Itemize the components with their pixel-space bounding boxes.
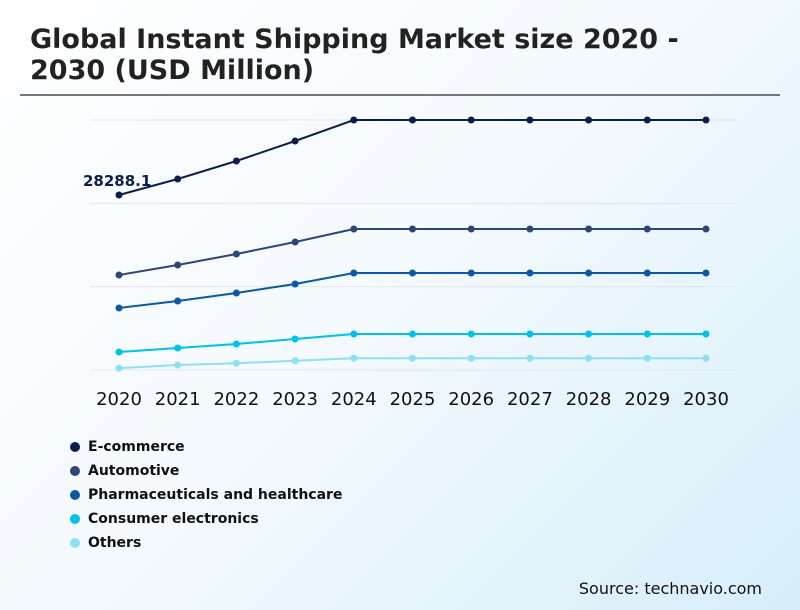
- x-tick-label: 2023: [272, 389, 318, 410]
- data-point: [291, 238, 299, 246]
- x-tick-label: 2025: [390, 389, 436, 410]
- legend-marker: [70, 442, 80, 452]
- data-point: [467, 269, 475, 277]
- data-point: [643, 354, 651, 362]
- legend-marker: [70, 466, 80, 476]
- data-point: [291, 335, 299, 343]
- data-point: [409, 116, 416, 124]
- data-point: [643, 269, 651, 277]
- legend-label: Automotive: [88, 463, 180, 479]
- data-point: [350, 225, 358, 233]
- data-point: [526, 269, 534, 277]
- data-point: [585, 330, 593, 338]
- data-point: [409, 354, 416, 362]
- data-point: [115, 348, 123, 356]
- data-point: [115, 304, 123, 312]
- data-point: [232, 157, 240, 165]
- data-point: [409, 269, 416, 277]
- data-point: [467, 225, 475, 233]
- data-point: [291, 137, 299, 145]
- data-point: [467, 330, 475, 338]
- data-point: [350, 330, 358, 338]
- data-point: [350, 354, 358, 362]
- legend-label: Pharmaceuticals and healthcare: [88, 487, 343, 503]
- x-tick-label: 2028: [566, 389, 612, 410]
- data-label: 28288.1: [83, 172, 151, 190]
- data-point: [409, 225, 416, 233]
- data-point: [350, 269, 358, 277]
- data-point: [585, 225, 593, 233]
- legend-label: Consumer electronics: [88, 511, 259, 527]
- data-point: [232, 250, 240, 258]
- x-tick-label: 2020: [96, 389, 142, 410]
- legend-label: E-commerce: [88, 439, 185, 455]
- data-point: [115, 191, 123, 199]
- x-tick-label: 2026: [448, 389, 494, 410]
- data-point: [526, 116, 534, 124]
- data-point: [585, 116, 593, 124]
- data-point: [350, 116, 358, 124]
- data-point: [174, 261, 182, 269]
- data-point: [467, 116, 475, 124]
- chart-title: Global Instant Shipping Market size 2020…: [30, 24, 679, 86]
- data-point: [526, 225, 534, 233]
- legend-marker: [70, 490, 80, 500]
- data-point: [174, 297, 182, 305]
- series-line: [118, 271, 706, 309]
- data-point: [702, 116, 710, 124]
- data-point: [585, 354, 593, 362]
- series-line: [118, 228, 706, 276]
- data-point: [174, 361, 182, 369]
- data-point: [702, 225, 710, 233]
- x-tick-label: 2021: [155, 389, 201, 410]
- data-point: [526, 330, 534, 338]
- data-point: [702, 269, 710, 277]
- series-line: [118, 119, 706, 196]
- legend-marker: [70, 514, 80, 524]
- data-point: [291, 357, 299, 365]
- data-point: [702, 330, 710, 338]
- legend-item: E-commerce: [70, 435, 342, 459]
- data-point: [232, 359, 240, 367]
- source-note: Source: technavio.com: [578, 579, 762, 598]
- legend-marker: [70, 538, 80, 548]
- legend-item: Automotive: [70, 459, 342, 483]
- x-tick-label: 2027: [507, 389, 553, 410]
- data-point: [643, 330, 651, 338]
- legend: E-commerce Automotive Pharmaceuticals and …: [70, 435, 342, 555]
- data-point: [174, 344, 182, 352]
- data-point: [291, 280, 299, 288]
- data-point: [115, 364, 123, 372]
- data-point: [115, 271, 123, 279]
- data-point: [174, 175, 182, 183]
- legend-item: Pharmaceuticals and healthcare: [70, 483, 342, 507]
- data-point: [643, 116, 651, 124]
- x-tick-label: 2022: [213, 389, 259, 410]
- data-point: [702, 354, 710, 362]
- data-point: [467, 354, 475, 362]
- data-point: [232, 289, 240, 297]
- data-point: [526, 354, 534, 362]
- data-point: [409, 330, 416, 338]
- data-point: [232, 340, 240, 348]
- title-divider: [20, 94, 780, 96]
- x-tick-label: 2024: [331, 389, 377, 410]
- data-point: [643, 225, 651, 233]
- x-tick-label: 2029: [624, 389, 670, 410]
- legend-label: Others: [88, 535, 142, 551]
- data-point: [585, 269, 593, 277]
- legend-item: Consumer electronics: [70, 507, 342, 531]
- x-tick-label: 2030: [683, 389, 729, 410]
- legend-item: Others: [70, 531, 342, 555]
